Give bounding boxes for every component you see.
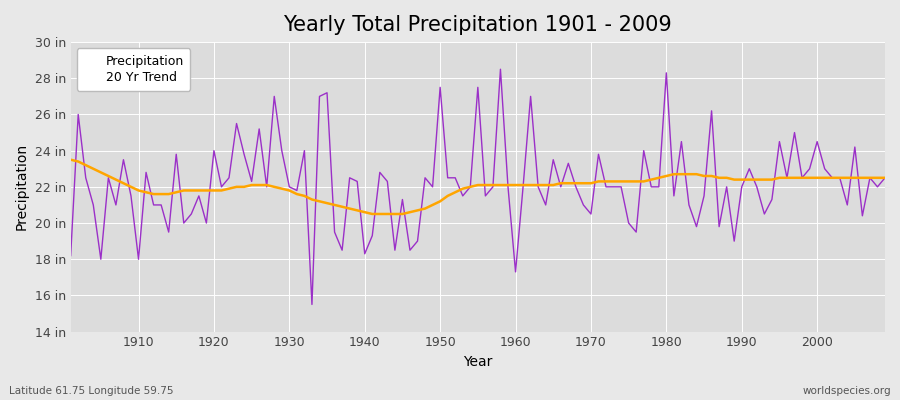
Text: Latitude 61.75 Longitude 59.75: Latitude 61.75 Longitude 59.75	[9, 386, 174, 396]
Text: worldspecies.org: worldspecies.org	[803, 386, 891, 396]
Precipitation	[292, 188, 302, 193]
Legend: Precipitation, 20 Yr Trend: Precipitation, 20 Yr Trend	[76, 48, 190, 91]
20 Yr Trend	[367, 212, 378, 216]
20 Yr Trend	[126, 184, 137, 189]
Title: Yearly Total Precipitation 1901 - 2009: Yearly Total Precipitation 1901 - 2009	[284, 15, 672, 35]
Y-axis label: Precipitation: Precipitation	[15, 143, 29, 230]
20 Yr Trend	[879, 176, 890, 180]
Precipitation	[526, 94, 536, 99]
20 Yr Trend	[510, 183, 521, 188]
Precipitation	[345, 176, 356, 180]
Precipitation	[126, 194, 137, 198]
20 Yr Trend	[292, 192, 302, 196]
Line: 20 Yr Trend: 20 Yr Trend	[71, 160, 885, 214]
Line: Precipitation: Precipitation	[71, 69, 885, 304]
20 Yr Trend	[518, 183, 528, 188]
Precipitation	[879, 176, 890, 180]
20 Yr Trend	[337, 204, 347, 209]
Precipitation	[616, 184, 626, 189]
Precipitation	[307, 302, 318, 307]
Precipitation	[495, 67, 506, 72]
20 Yr Trend	[66, 157, 77, 162]
Precipitation	[66, 253, 77, 258]
20 Yr Trend	[608, 179, 619, 184]
X-axis label: Year: Year	[464, 355, 492, 369]
Precipitation	[518, 184, 528, 189]
